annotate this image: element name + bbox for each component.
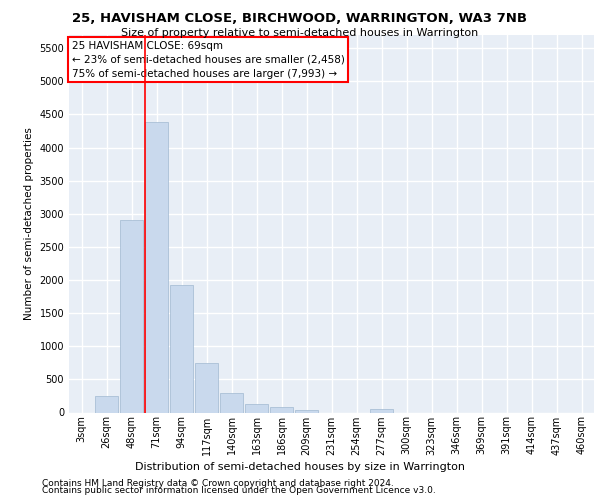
Bar xyxy=(269,407,293,412)
Text: Contains HM Land Registry data © Crown copyright and database right 2024.: Contains HM Land Registry data © Crown c… xyxy=(42,478,394,488)
Bar xyxy=(370,409,394,412)
Bar xyxy=(119,220,143,412)
Bar xyxy=(145,122,169,412)
Text: 25, HAVISHAM CLOSE, BIRCHWOOD, WARRINGTON, WA3 7NB: 25, HAVISHAM CLOSE, BIRCHWOOD, WARRINGTO… xyxy=(73,12,527,26)
Text: 25 HAVISHAM CLOSE: 69sqm
← 23% of semi-detached houses are smaller (2,458)
75% o: 25 HAVISHAM CLOSE: 69sqm ← 23% of semi-d… xyxy=(71,40,344,78)
Text: Distribution of semi-detached houses by size in Warrington: Distribution of semi-detached houses by … xyxy=(135,462,465,472)
Text: Size of property relative to semi-detached houses in Warrington: Size of property relative to semi-detach… xyxy=(121,28,479,38)
Y-axis label: Number of semi-detached properties: Number of semi-detached properties xyxy=(24,128,34,320)
Bar xyxy=(295,410,319,412)
Bar xyxy=(245,404,268,412)
Bar xyxy=(95,396,118,412)
Bar xyxy=(194,364,218,412)
Text: Contains public sector information licensed under the Open Government Licence v3: Contains public sector information licen… xyxy=(42,486,436,495)
Bar xyxy=(170,284,193,412)
Bar xyxy=(220,392,244,412)
